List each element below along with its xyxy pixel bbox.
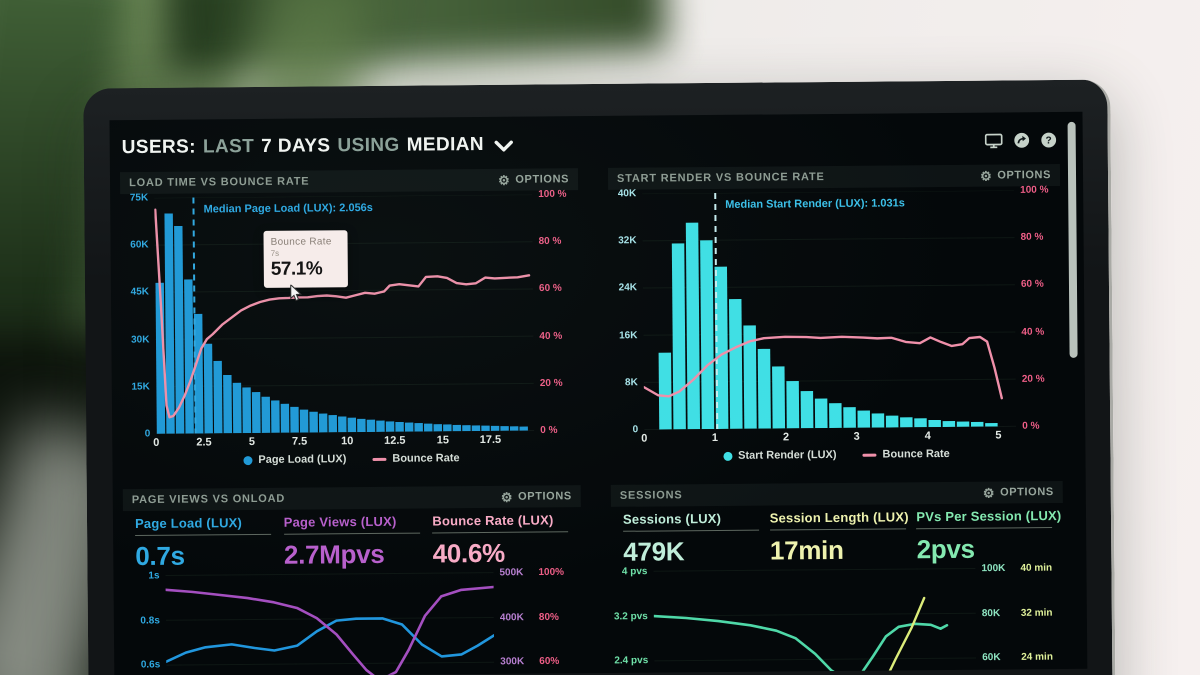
metric-underline	[769, 528, 906, 531]
panel-header: LOAD TIME VS BOUNCE RATE ⚙ OPTIONS	[119, 168, 579, 195]
plot-area[interactable]	[165, 566, 494, 675]
metric-underline	[135, 533, 272, 537]
panel-header: PAGE VIEWS VS ONLOAD ⚙ OPTIONS	[122, 485, 581, 512]
y-axis-right: 100 % 80 % 60 % 40 % 20 % 0 %	[1020, 184, 1049, 432]
chevron-down-icon	[494, 140, 514, 152]
panel-title: PAGE VIEWS VS ONLOAD	[131, 492, 286, 507]
panel-page-views-vs-onload: PAGE VIEWS VS ONLOAD ⚙ OPTIONS Page Load…	[122, 485, 583, 675]
metric-label: Sessions (LUX)	[622, 510, 722, 527]
hover-tooltip: Bounce Rate 7s 57.1%	[263, 230, 348, 288]
tooltip-x-value: 7s	[270, 248, 280, 258]
panel-sessions: SESSIONS ⚙ OPTIONS Sessions (LUX) 479K S…	[610, 480, 1065, 675]
dashboard-header: USERS: LAST 7 DAYS USING MEDIAN	[120, 124, 1083, 170]
metric-label: Page Views (LUX)	[283, 513, 397, 530]
panel-title: SESSIONS	[619, 489, 683, 502]
sessions-chart: 4 pvs 3.2 pvs 2.4 pvs 100K 40 min 80K 32 min 6…	[611, 561, 1064, 675]
start-render-chart: 40K 32K 24K 16K 8K 0 Median Start Render (LUX…	[608, 184, 1062, 468]
median-annotation: Median Start Render (LUX): 1.031s	[725, 197, 905, 211]
options-label: OPTIONS	[997, 169, 1052, 182]
tooltip-value: 57.1%	[270, 258, 323, 280]
options-label: OPTIONS	[515, 173, 570, 186]
gear-icon: ⚙	[497, 172, 511, 188]
title-aggregation: MEDIAN	[406, 133, 485, 156]
mouse-cursor-icon	[290, 284, 302, 302]
metrics-row: Sessions (LUX) 479K Session Length (LUX)…	[622, 507, 1063, 567]
options-button[interactable]: ⚙ OPTIONS	[497, 172, 570, 188]
options-button[interactable]: ⚙ OPTIONS	[979, 168, 1052, 184]
dashboard-screen: USERS: LAST 7 DAYS USING MEDIAN	[109, 111, 1088, 675]
panel-header: START RENDER VS BOUNCE RATE ⚙ OPTIONS	[607, 163, 1061, 190]
y-axis-right: 500K 100% 400K 80% 300K 60%	[499, 566, 565, 668]
title-using: USING	[337, 134, 400, 157]
metric-session-length: Session Length (LUX) 17min	[769, 509, 917, 565]
y-axis-left: 1s 0.8s 0.6s	[140, 570, 161, 671]
panel-load-time-vs-bounce-rate: LOAD TIME VS BOUNCE RATE ⚙ OPTIONS 75K 60…	[119, 168, 581, 472]
gear-icon: ⚙	[979, 168, 993, 184]
metric-page-load: Page Load (LUX) 0.7s	[134, 515, 284, 571]
share-icon[interactable]	[1014, 132, 1030, 148]
chart-legend[interactable]: Page Load (LUX) Bounce Rate	[122, 446, 580, 472]
panel-header: SESSIONS ⚙ OPTIONS	[610, 480, 1063, 507]
page-views-chart: 1s 0.8s 0.6s 500K 100% 400K 80% 300K 60%	[123, 565, 582, 675]
metric-underline	[916, 527, 1053, 530]
metric-label: PVs Per Session (LUX)	[916, 507, 1062, 525]
median-annotation: Median Page Load (LUX): 2.056s	[203, 201, 373, 216]
display-icon[interactable]	[984, 133, 1003, 148]
metric-underline	[283, 532, 420, 535]
y-axis-right: 100K 40 min 80K 32 min 60K 24 min	[981, 562, 1053, 664]
metric-label: Bounce Rate (LUX)	[432, 512, 554, 529]
metric-label: Page Load (LUX)	[134, 515, 243, 532]
metric-label: Session Length (LUX)	[769, 509, 909, 526]
options-label: OPTIONS	[518, 490, 572, 503]
chart-legend[interactable]: Start Render (LUX) Bounce Rate	[610, 442, 1062, 468]
plot-area[interactable]	[653, 562, 976, 675]
metric-pvs-per-session: PVs Per Session (LUX) 2pvs	[916, 507, 1063, 564]
metrics-row: Page Load (LUX) 0.7s Page Views (LUX) 2.…	[134, 512, 581, 571]
options-button[interactable]: ⚙ OPTIONS	[982, 485, 1054, 501]
legend-item: Page Load (LUX)	[243, 453, 346, 466]
panel-title: START RENDER VS BOUNCE RATE	[616, 171, 825, 185]
legend-item: Start Render (LUX)	[723, 449, 837, 462]
users-filter-dropdown[interactable]: USERS: LAST 7 DAYS USING MEDIAN	[122, 134, 514, 159]
y-axis-right: 100 % 80 % 60 % 40 % 20 % 0 %	[538, 188, 567, 437]
header-icons: ?	[984, 132, 1057, 149]
metric-page-views: Page Views (LUX) 2.7Mpvs	[283, 513, 433, 570]
gear-icon: ⚙	[500, 489, 514, 505]
options-button[interactable]: ⚙ OPTIONS	[500, 489, 572, 505]
title-last: LAST	[202, 136, 255, 158]
gear-icon: ⚙	[982, 485, 996, 501]
metric-sessions: Sessions (LUX) 479K	[622, 510, 770, 567]
plant-leaf	[162, 0, 668, 76]
legend-item: Bounce Rate	[372, 452, 460, 465]
load-time-chart: 75K 60K 45K 30K 15K 0 Median Page Load (LUX):…	[120, 188, 580, 472]
metric-underline	[623, 529, 760, 532]
y-axis-left: 75K 60K 45K 30K 15K 0	[129, 192, 151, 440]
x-axis: 0 2.5 5 7.5 10 12.5 15 17.5	[153, 433, 502, 449]
tooltip-series: Bounce Rate	[270, 236, 332, 248]
options-label: OPTIONS	[1000, 486, 1054, 499]
metric-underline	[432, 531, 569, 534]
y-axis-left: 40K 32K 24K 16K 8K 0	[617, 188, 639, 436]
help-icon[interactable]: ?	[1041, 132, 1057, 148]
legend-item: Bounce Rate	[862, 448, 950, 461]
plot-area[interactable]: Median Start Render (LUX): 1.031s	[642, 190, 1016, 429]
y-axis-left: 4 pvs 3.2 pvs 2.4 pvs	[613, 565, 649, 667]
svg-text:?: ?	[1046, 135, 1052, 146]
title-range: 7 DAYS	[261, 135, 331, 157]
panel-start-render-vs-bounce-rate: START RENDER VS BOUNCE RATE ⚙ OPTIONS 40…	[607, 163, 1063, 468]
panel-title: LOAD TIME VS BOUNCE RATE	[129, 175, 310, 190]
laptop: USERS: LAST 7 DAYS USING MEDIAN	[83, 79, 1116, 675]
plot-area[interactable]: Median Page Load (LUX): 2.056s	[154, 195, 534, 434]
title-users: USERS:	[121, 136, 197, 159]
metric-bounce-rate: Bounce Rate (LUX) 40.6%	[432, 512, 581, 568]
